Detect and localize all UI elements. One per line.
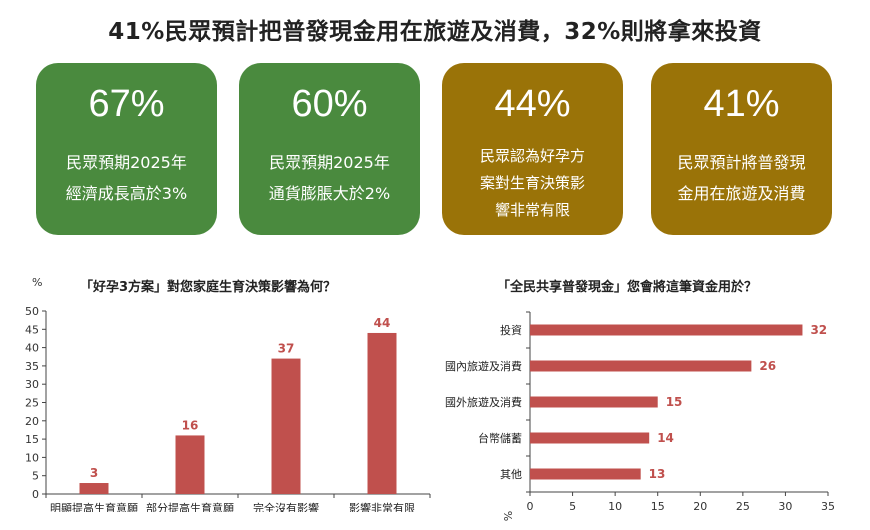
- stat-value: 44%: [494, 83, 571, 125]
- vertical-bar-chart: % 0 5 10 15 20 25 30 35 40 45 50 3 明顯提高生育意願 16 部分提高生育意願…: [25, 276, 431, 512]
- y-tick-label: 50: [25, 305, 39, 318]
- stat-line: 民眾認為好孕方: [479, 147, 585, 165]
- x-tick-label: 35: [821, 500, 835, 513]
- horizontal-bar-chart: 0 5 10 15 20 25 30 35% 32 投資 26 國內旅遊及消費 15 國外旅遊及消費 14 台…: [445, 311, 835, 521]
- x-tick-label: 20: [693, 500, 707, 513]
- y-tick-label: 15: [25, 433, 39, 446]
- bar-value-label: 32: [810, 323, 827, 337]
- stat-line: 金用在旅遊及消費: [677, 184, 806, 203]
- bar-value-label: 13: [649, 467, 666, 481]
- stat-line: 響非常有限: [494, 201, 570, 219]
- bar-value-label: 14: [657, 431, 674, 445]
- y-tick-label: 30: [25, 378, 39, 391]
- stat-line: 民眾預計將普發現: [677, 153, 806, 172]
- bar: [530, 396, 658, 408]
- stat-card-gdp: 67% 民眾預期2025年 經濟成長高於3%: [36, 63, 217, 235]
- left-chart-title: 「好孕3方案」對您家庭生育決策影響為何？: [80, 280, 337, 295]
- y-tick-label: 0: [32, 488, 39, 501]
- x-tick-label: 25: [736, 500, 750, 513]
- y-category-label: 國外旅遊及消費: [445, 395, 522, 409]
- x-tick-label: 0: [527, 500, 534, 513]
- stat-value: 60%: [291, 83, 368, 125]
- x-category-label: 完全沒有影響: [253, 501, 319, 512]
- stat-line: 案對生育決策影: [479, 174, 585, 192]
- y-category-label: 台幣儲蓄: [478, 431, 522, 445]
- y-tick-label: 45: [25, 323, 39, 336]
- bar: [530, 432, 650, 444]
- bar-value-label: 3: [90, 466, 98, 480]
- x-category-label: 影響非常有限: [349, 501, 415, 512]
- y-tick-label: 25: [25, 397, 39, 410]
- y-tick-label: 5: [32, 470, 39, 483]
- bar: [79, 483, 109, 494]
- x-tick-label: 15: [651, 500, 665, 513]
- y-tick-label: 35: [25, 360, 39, 373]
- bar-value-label: 44: [374, 316, 391, 330]
- bar: [175, 435, 205, 494]
- stat-description: 民眾認為好孕方 案對生育決策影 響非常有限: [454, 143, 611, 224]
- stat-card-cash-usage: 41% 民眾預計將普發現 金用在旅遊及消費: [651, 63, 832, 235]
- y-tick-label: 40: [25, 342, 39, 355]
- stat-description: 民眾預計將普發現 金用在旅遊及消費: [663, 147, 820, 209]
- bar: [530, 360, 752, 372]
- bar: [367, 332, 397, 494]
- y-axis-unit-label: %: [32, 276, 42, 289]
- y-tick-label: 10: [25, 451, 39, 464]
- bar-value-label: 15: [666, 395, 683, 409]
- stat-card-inflation: 60% 民眾預期2025年 通貨膨脹大於2%: [239, 63, 420, 235]
- page-title: 41%民眾預計把普發現金用在旅遊及消費，32%則將拿來投資: [108, 19, 762, 45]
- stat-line: 通貨膨脹大於2%: [268, 184, 391, 203]
- bar-value-label: 16: [182, 418, 199, 432]
- x-tick-label: 30: [778, 500, 792, 513]
- stat-card-fertility: 44% 民眾認為好孕方 案對生育決策影 響非常有限: [442, 63, 623, 235]
- bar: [271, 358, 301, 494]
- bar: [530, 324, 803, 336]
- stat-description: 民眾預期2025年 通貨膨脹大於2%: [251, 147, 408, 209]
- x-category-label: 部分提高生育意願: [146, 501, 234, 512]
- x-tick-label: 10: [608, 500, 622, 513]
- bar: [530, 468, 641, 480]
- stat-value: 67%: [88, 83, 165, 125]
- y-category-label: 國內旅遊及消費: [445, 359, 522, 373]
- stat-line: 民眾預期2025年: [66, 153, 187, 172]
- stat-line: 經濟成長高於3%: [65, 184, 188, 203]
- bar-value-label: 37: [278, 342, 295, 356]
- stat-value: 41%: [703, 83, 780, 125]
- stat-description: 民眾預期2025年 經濟成長高於3%: [48, 147, 205, 209]
- y-tick-label: 20: [25, 415, 39, 428]
- y-category-label: 其他: [500, 468, 522, 481]
- right-chart-title: 「全民共享普發現金」您會將這筆資金用於？: [497, 280, 758, 295]
- x-axis-unit-label: %: [502, 511, 515, 521]
- stat-line: 民眾預期2025年: [269, 153, 390, 172]
- bar-value-label: 26: [759, 359, 776, 373]
- y-category-label: 投資: [500, 323, 522, 337]
- x-category-label: 明顯提高生育意願: [50, 501, 138, 512]
- x-tick-label: 5: [569, 500, 576, 513]
